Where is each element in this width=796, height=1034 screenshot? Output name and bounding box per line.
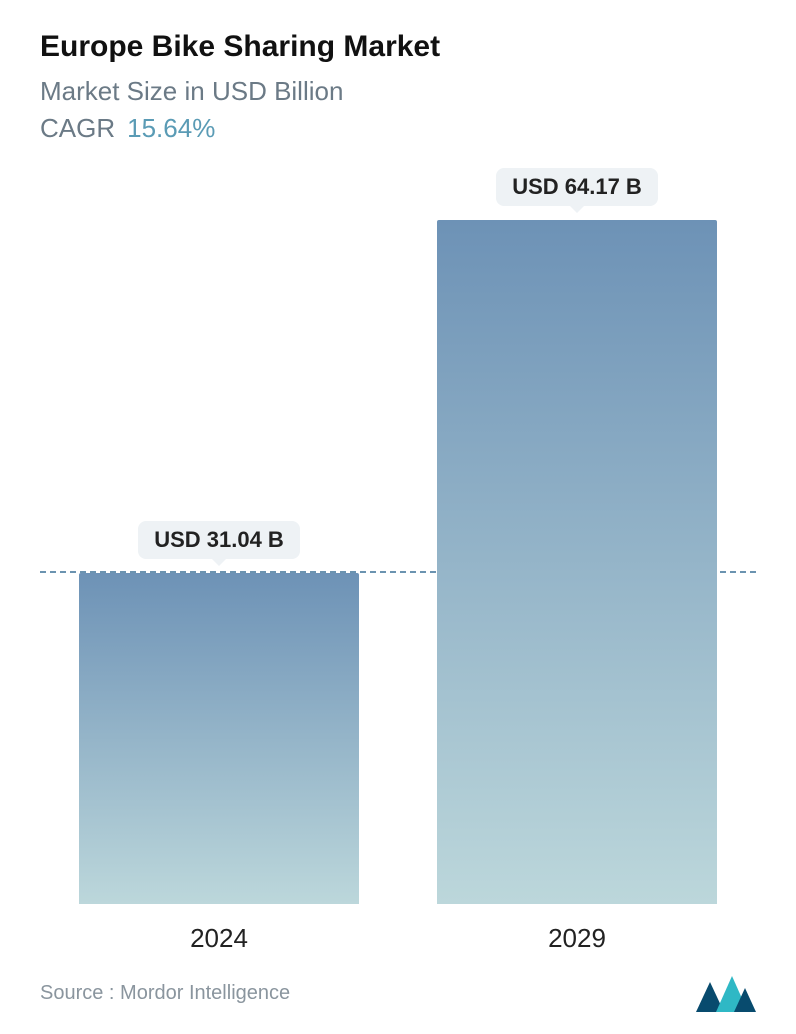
bar-group-1: USD 64.17 B	[437, 168, 717, 904]
x-label-0: 2024	[79, 923, 359, 954]
plot-area: USD 31.04 B USD 64.17 B	[40, 170, 756, 904]
cagr-row: CAGR 15.64%	[40, 113, 756, 144]
chart-container: Europe Bike Sharing Market Market Size i…	[0, 0, 796, 1034]
source-text: Source : Mordor Intelligence	[40, 982, 290, 1005]
x-axis-labels: 2024 2029	[40, 923, 756, 954]
cagr-value: 15.64%	[127, 113, 215, 144]
brand-logo-icon	[696, 974, 756, 1012]
x-label-1: 2029	[437, 923, 717, 954]
value-badge-1: USD 64.17 B	[496, 168, 658, 206]
chart-subtitle: Market Size in USD Billion	[40, 76, 756, 107]
bar-1	[437, 220, 717, 904]
cagr-label: CAGR	[40, 113, 115, 144]
bars-row: USD 31.04 B USD 64.17 B	[40, 170, 756, 904]
chart-title: Europe Bike Sharing Market	[40, 30, 756, 64]
bar-0	[79, 573, 359, 904]
bar-group-0: USD 31.04 B	[79, 521, 359, 904]
footer: Source : Mordor Intelligence	[40, 974, 756, 1012]
value-badge-0: USD 31.04 B	[138, 521, 300, 559]
